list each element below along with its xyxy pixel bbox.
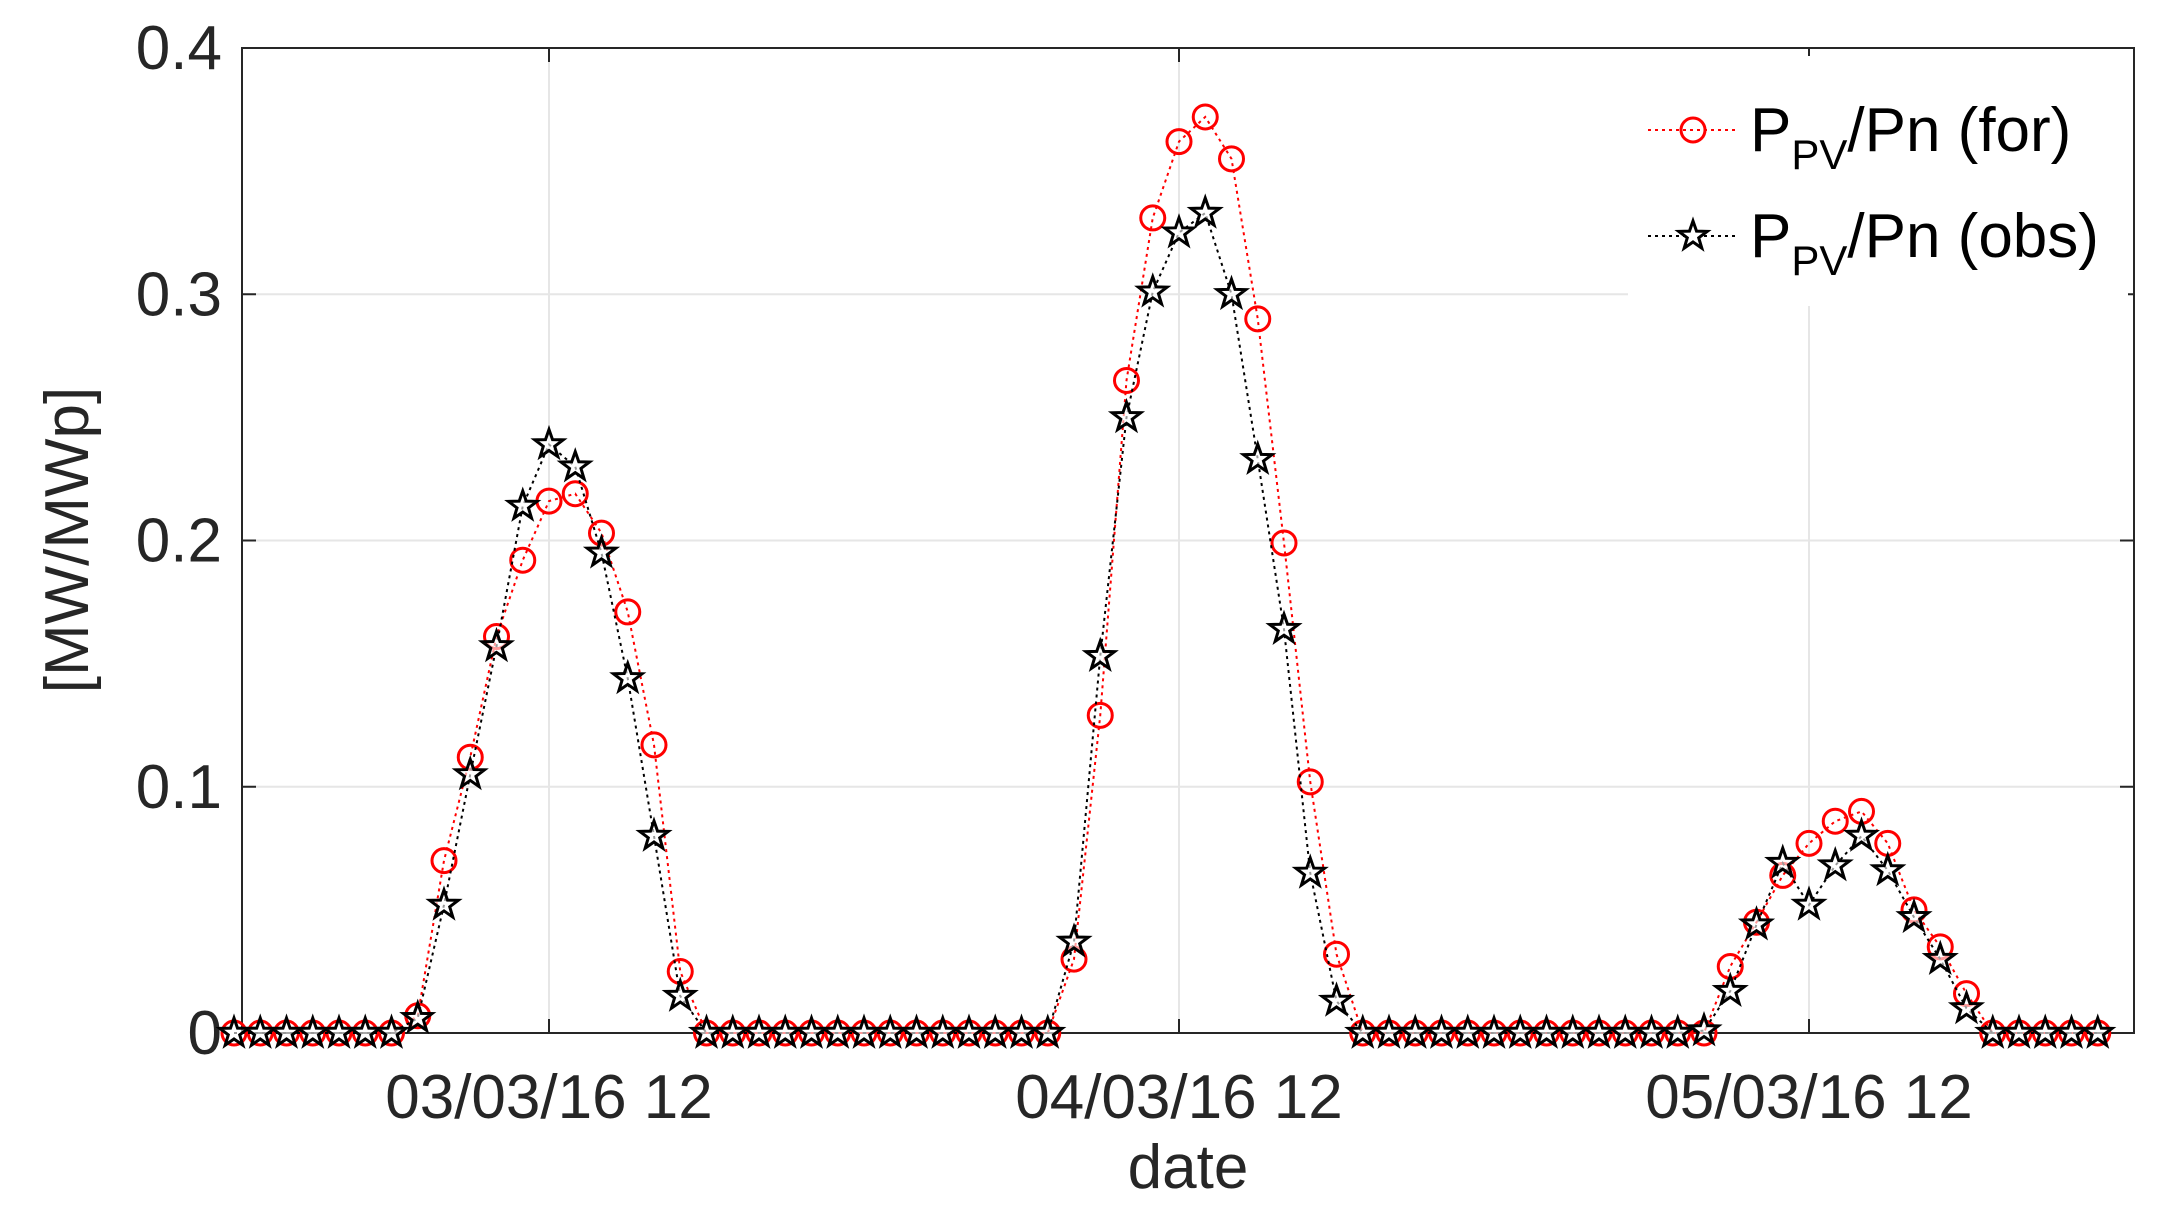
data-point-circle	[1821, 807, 1849, 835]
data-point-star	[451, 754, 489, 791]
data-point-star	[661, 976, 699, 1012]
data-point-star	[1921, 939, 1959, 975]
legend-marker-circle-icon	[1679, 116, 1707, 144]
data-point-circle	[1296, 768, 1324, 796]
y-tick-label: 0.2	[136, 507, 222, 576]
data-point-star	[477, 626, 516, 663]
x-axis-title: date	[1128, 1133, 1249, 1202]
data-point-star	[1265, 609, 1303, 645]
data-point-circle	[1191, 103, 1219, 131]
x-tick-label: 05/03/16 12	[1645, 1063, 1973, 1132]
data-point-circle	[1244, 305, 1272, 333]
legend: PPV/Pn (for) PPV/Pn (obs)	[1628, 56, 2128, 306]
legend-for-rest: /Pn (for)	[1847, 96, 2071, 165]
data-point-star	[1816, 845, 1854, 882]
data-point-star	[1790, 885, 1828, 921]
data-point-circle	[1218, 145, 1245, 173]
data-point-circle	[1165, 128, 1193, 156]
data-point-star	[1029, 1013, 1067, 1049]
data-point-star	[1081, 636, 1119, 673]
data-point-star	[1055, 922, 1093, 958]
data-point-star	[556, 447, 594, 483]
x-axis-ticks: 03/03/16 12 04/03/16 12 05/03/16 12	[385, 48, 1973, 1132]
data-point-circle	[1270, 529, 1298, 557]
legend-marker-star-icon	[1674, 216, 1712, 252]
y-tick-label: 0.4	[136, 14, 222, 83]
data-point-circle	[1795, 829, 1823, 857]
legend-for-base: P	[1750, 96, 1791, 165]
legend-obs-sub: PV	[1791, 237, 1847, 284]
legend-obs-rest: /Pn (obs)	[1847, 202, 2099, 271]
y-axis-ticks: 0 0.1 0.2 0.3 0.4	[136, 14, 2134, 1068]
data-point-circle	[430, 847, 458, 875]
data-point-star	[1134, 272, 1172, 308]
data-point-star	[530, 424, 568, 461]
data-point-star	[399, 998, 437, 1035]
data-point-circle	[561, 480, 589, 508]
data-point-circle	[614, 598, 642, 626]
data-point-star	[1711, 971, 1749, 1007]
x-tick-label: 03/03/16 12	[385, 1063, 713, 1132]
data-point-star	[2079, 1013, 2117, 1049]
data-point-star	[1685, 1010, 1723, 1047]
grid-lines	[242, 48, 2134, 1033]
data-point-star	[425, 885, 463, 921]
legend-label-obs: PPV/Pn (obs)	[1750, 202, 2099, 284]
data-point-star	[582, 533, 621, 569]
data-point-circle	[509, 546, 537, 574]
data-point-circle	[1086, 701, 1114, 729]
data-point-star	[1659, 1013, 1697, 1049]
series-observed	[215, 193, 2117, 1049]
data-point-star	[1107, 397, 1146, 434]
data-point-star	[635, 816, 673, 852]
series-layer	[215, 103, 2117, 1049]
data-point-star	[504, 486, 542, 522]
data-point-star	[1764, 843, 1802, 879]
y-axis-title: [MW/MWp]	[33, 387, 102, 694]
data-point-star	[1317, 981, 1356, 1017]
legend-entry-for: PPV/Pn (for)	[1648, 96, 2071, 178]
legend-label-for: PPV/Pn (for)	[1750, 96, 2071, 178]
y-tick-label: 0.3	[136, 260, 222, 329]
data-point-circle	[640, 731, 668, 759]
data-point-star	[1291, 853, 1329, 889]
data-point-circle	[1323, 940, 1350, 968]
legend-for-sub: PV	[1791, 131, 1847, 178]
legend-box	[1628, 56, 2128, 306]
data-point-star	[609, 658, 647, 695]
data-point-circle	[1139, 204, 1167, 232]
data-point-circle	[1113, 366, 1140, 394]
x-tick-label: 04/03/16 12	[1015, 1063, 1343, 1132]
data-point-star	[1186, 193, 1224, 229]
data-point-star	[1895, 897, 1933, 934]
data-point-star	[1239, 439, 1277, 476]
data-point-star	[1737, 905, 1776, 941]
legend-entry-obs: PPV/Pn (obs)	[1648, 202, 2099, 284]
data-point-star	[1160, 213, 1198, 249]
data-point-star	[1212, 274, 1251, 311]
data-point-star	[1947, 988, 1986, 1025]
y-tick-label: 0	[188, 999, 222, 1068]
series-line	[234, 115, 2098, 1034]
y-tick-label: 0.1	[136, 753, 222, 822]
data-point-star	[1842, 816, 1881, 852]
legend-obs-base: P	[1750, 202, 1791, 271]
data-point-star	[1869, 850, 1907, 887]
data-point-star	[372, 1013, 411, 1049]
